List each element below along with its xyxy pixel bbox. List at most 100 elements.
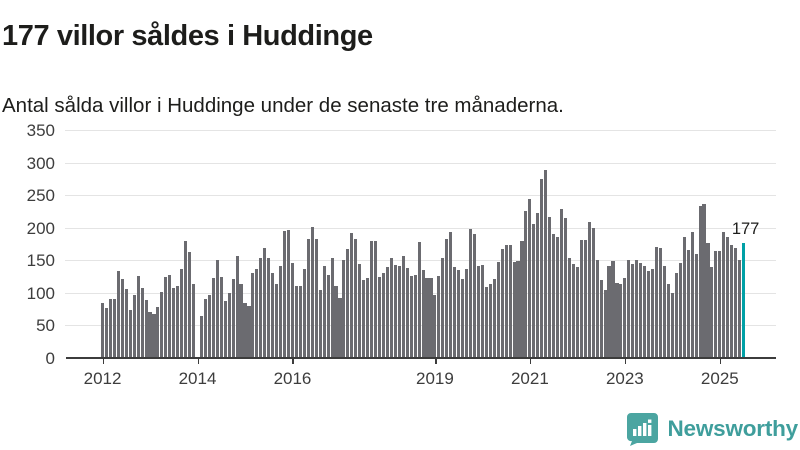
bar [575, 267, 579, 358]
bar [136, 275, 140, 358]
bar [346, 249, 350, 358]
bar [322, 265, 326, 358]
bar [453, 266, 457, 358]
bar [318, 290, 322, 358]
bar [643, 266, 647, 358]
newsworthy-logo: Newsworthy [626, 412, 798, 446]
bar [251, 273, 255, 358]
bar [512, 262, 516, 358]
x-axis-tickmark [102, 359, 105, 364]
bar [255, 268, 259, 358]
bar [480, 264, 484, 358]
bar [108, 299, 112, 358]
bar [425, 277, 429, 358]
bar [314, 238, 318, 358]
bar [330, 258, 334, 358]
bar [457, 270, 461, 358]
bar [374, 241, 378, 358]
bar [441, 258, 445, 358]
bar [381, 272, 386, 358]
y-tick-label: 300 [26, 153, 55, 173]
bar [306, 239, 310, 358]
bar [627, 260, 631, 358]
bar [405, 268, 409, 358]
bar [101, 302, 105, 358]
bar [409, 275, 413, 358]
bar [338, 298, 342, 358]
newsworthy-wordmark: Newsworthy [667, 416, 798, 441]
bar [433, 295, 437, 358]
x-axis-tickmark [434, 359, 437, 364]
y-tick-label: 200 [26, 218, 55, 238]
bar [726, 236, 730, 358]
bar [366, 277, 370, 358]
bar [342, 260, 346, 358]
bar [334, 285, 338, 358]
bar [694, 254, 698, 358]
y-tick-label: 0 [45, 349, 55, 368]
bar [259, 257, 263, 358]
bar [445, 238, 449, 358]
bar [528, 199, 532, 358]
bar [298, 286, 302, 358]
bar [279, 266, 283, 358]
x-tick-label: 2019 [416, 369, 454, 388]
bar [548, 217, 552, 358]
bar [176, 286, 180, 358]
bar [722, 232, 726, 358]
bar [524, 211, 528, 358]
bar [706, 242, 710, 358]
bar [397, 265, 401, 358]
x-axis-tickmark [529, 359, 532, 364]
x-tick-label: 2025 [700, 369, 739, 388]
bar [603, 289, 607, 358]
bar [631, 263, 635, 358]
bar [421, 270, 425, 358]
y-tick-label: 50 [36, 316, 55, 336]
bar [516, 260, 520, 358]
bar [714, 250, 718, 358]
newsworthy-logo-icon [627, 413, 659, 446]
bar [556, 237, 560, 358]
bar [124, 288, 128, 358]
bar [734, 247, 738, 358]
bar [231, 279, 235, 358]
bar [362, 279, 366, 358]
bar [116, 270, 120, 358]
x-axis-tickmark [292, 359, 295, 364]
bar [536, 213, 540, 358]
gridline [65, 130, 776, 131]
bar [199, 315, 204, 358]
bar [674, 273, 678, 358]
y-tick-label: 100 [26, 283, 55, 303]
gridline [65, 227, 776, 229]
bar [290, 262, 295, 358]
x-tick-label: 2014 [178, 369, 217, 388]
bar [148, 311, 152, 358]
bar [710, 266, 714, 358]
bar [350, 232, 354, 358]
x-tick-label: 2021 [510, 369, 549, 388]
bar [263, 247, 267, 358]
bar [496, 261, 500, 358]
bar [654, 246, 659, 358]
x-axis-tickmark [197, 359, 200, 364]
bar [651, 269, 655, 358]
bar [140, 287, 144, 358]
bar [686, 249, 690, 358]
bar [587, 221, 591, 358]
bar [389, 257, 393, 358]
bar [128, 310, 132, 358]
x-tick-label: 2023 [605, 369, 644, 388]
y-tick-label: 350 [26, 121, 55, 140]
bar [567, 257, 572, 358]
bar [508, 244, 512, 358]
x-axis-tickmark [719, 359, 722, 364]
bar [662, 265, 666, 358]
bar [666, 283, 670, 358]
bar [500, 249, 504, 358]
bar [354, 238, 358, 358]
bar [437, 275, 441, 358]
bar [211, 277, 215, 358]
bar [120, 279, 124, 358]
